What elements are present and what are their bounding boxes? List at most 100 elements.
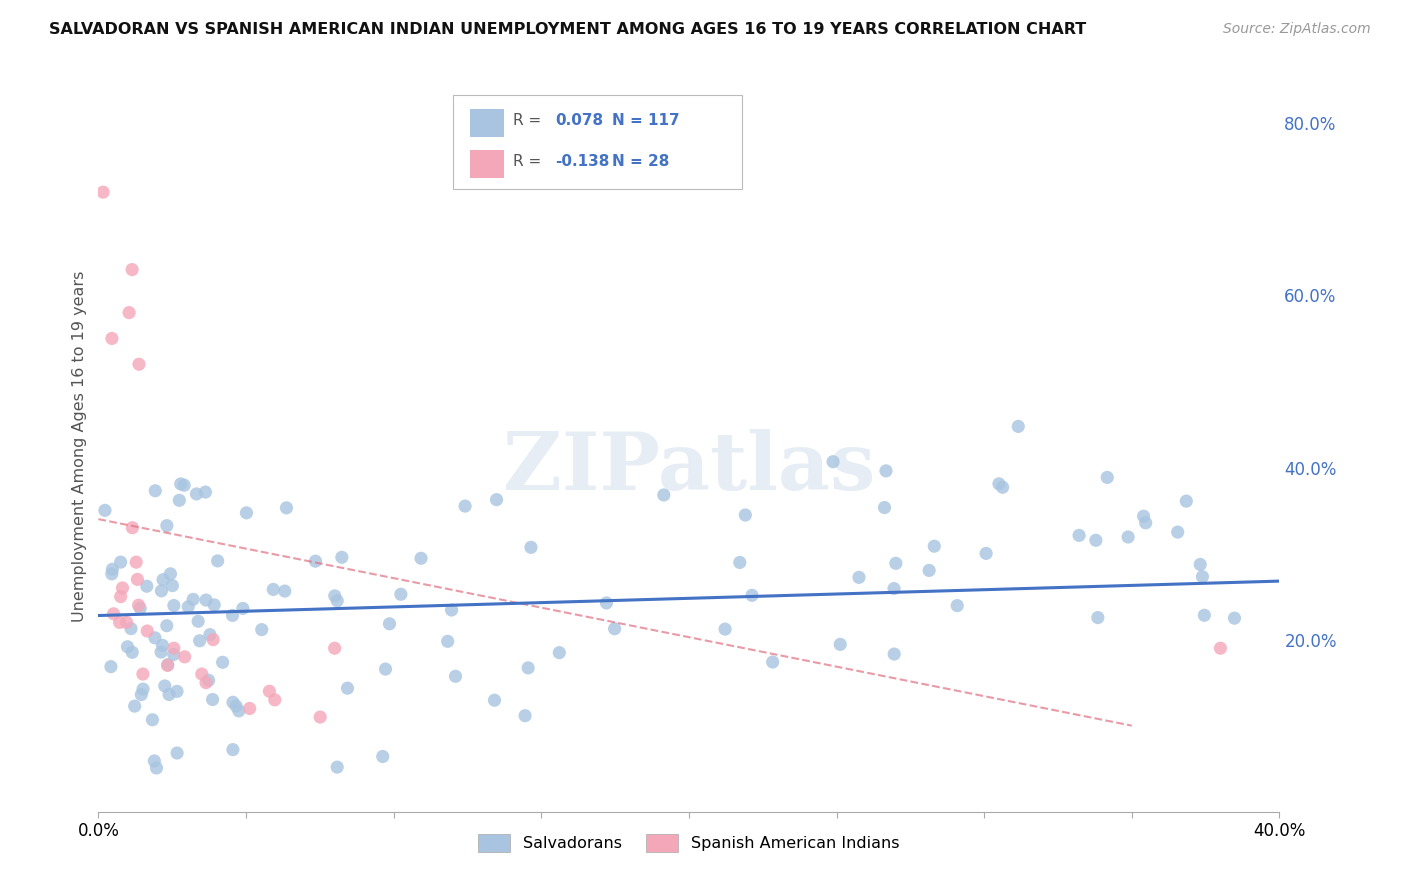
Point [239,701,262,715]
Point [1116,530,1139,544]
Point [652,488,675,502]
Point [101,562,124,576]
Point [1132,509,1154,524]
Point [141,713,163,727]
Point [330,550,353,565]
Text: Source: ZipAtlas.com: Source: ZipAtlas.com [1223,22,1371,37]
Point [454,499,477,513]
Point [124,699,146,714]
Point [1194,608,1216,623]
Point [228,704,250,718]
Point [100,659,122,673]
Point [135,579,157,593]
Point [120,622,142,636]
Point [823,455,845,469]
Point [1097,470,1119,484]
Point [111,581,134,595]
Point [225,699,247,714]
Point [150,645,173,659]
Point [262,582,284,597]
Point [187,614,209,628]
Point [121,645,143,659]
Point [371,749,394,764]
Point [103,607,125,621]
Point [156,657,179,672]
Point [188,633,211,648]
Point [197,673,219,688]
Point [153,679,176,693]
Point [883,647,905,661]
Point [336,681,359,696]
Point [91,185,114,199]
Point [110,555,132,569]
Text: ZIPatlas: ZIPatlas [503,429,875,507]
Point [163,648,186,662]
Point [129,601,152,615]
Point [131,688,153,702]
Point [177,599,200,614]
Point [143,631,166,645]
Point [222,742,245,756]
Point [734,508,756,522]
Point [156,618,179,632]
Point [595,596,617,610]
Point [221,608,243,623]
Point [1084,533,1107,548]
Point [485,492,508,507]
Point [232,601,254,615]
Legend: Salvadorans, Spanish American Indians: Salvadorans, Spanish American Indians [472,828,905,859]
Point [162,579,184,593]
Point [714,622,737,636]
Point [274,584,297,599]
Point [166,746,188,760]
Point [108,615,131,630]
Point [222,695,245,709]
Point [323,589,346,603]
Point [1087,610,1109,624]
Point [326,760,349,774]
Point [169,493,191,508]
Point [145,761,167,775]
Point [1191,570,1213,584]
Text: -0.138: -0.138 [555,154,610,169]
Point [143,754,166,768]
Point [741,588,763,602]
Point [181,592,204,607]
Point [195,593,218,607]
Point [198,628,221,642]
Point [389,587,412,601]
Point [263,693,285,707]
Point [1175,494,1198,508]
Point [173,478,195,492]
Point [946,599,969,613]
Point [374,662,396,676]
Point [1223,611,1246,625]
Point [987,476,1010,491]
Point [201,692,224,706]
Point [170,477,193,491]
Point [259,684,281,698]
Point [309,710,332,724]
Point [156,658,179,673]
Point [163,599,186,613]
Point [762,655,785,669]
Text: R =: R = [513,154,546,169]
Point [101,331,124,345]
Point [883,582,905,596]
Text: SALVADORAN VS SPANISH AMERICAN INDIAN UNEMPLOYMENT AMONG AGES 16 TO 19 YEARS COR: SALVADORAN VS SPANISH AMERICAN INDIAN UN… [49,22,1087,37]
Point [873,500,896,515]
Point [848,570,870,584]
Point [211,655,233,669]
Point [830,637,852,651]
Point [132,682,155,697]
Point [195,675,218,690]
Point [143,483,166,498]
FancyBboxPatch shape [453,95,742,188]
Point [728,556,751,570]
Point [409,551,432,566]
Point [186,487,208,501]
Point [440,603,463,617]
Point [152,573,174,587]
Point [1167,525,1189,540]
Point [202,598,225,612]
